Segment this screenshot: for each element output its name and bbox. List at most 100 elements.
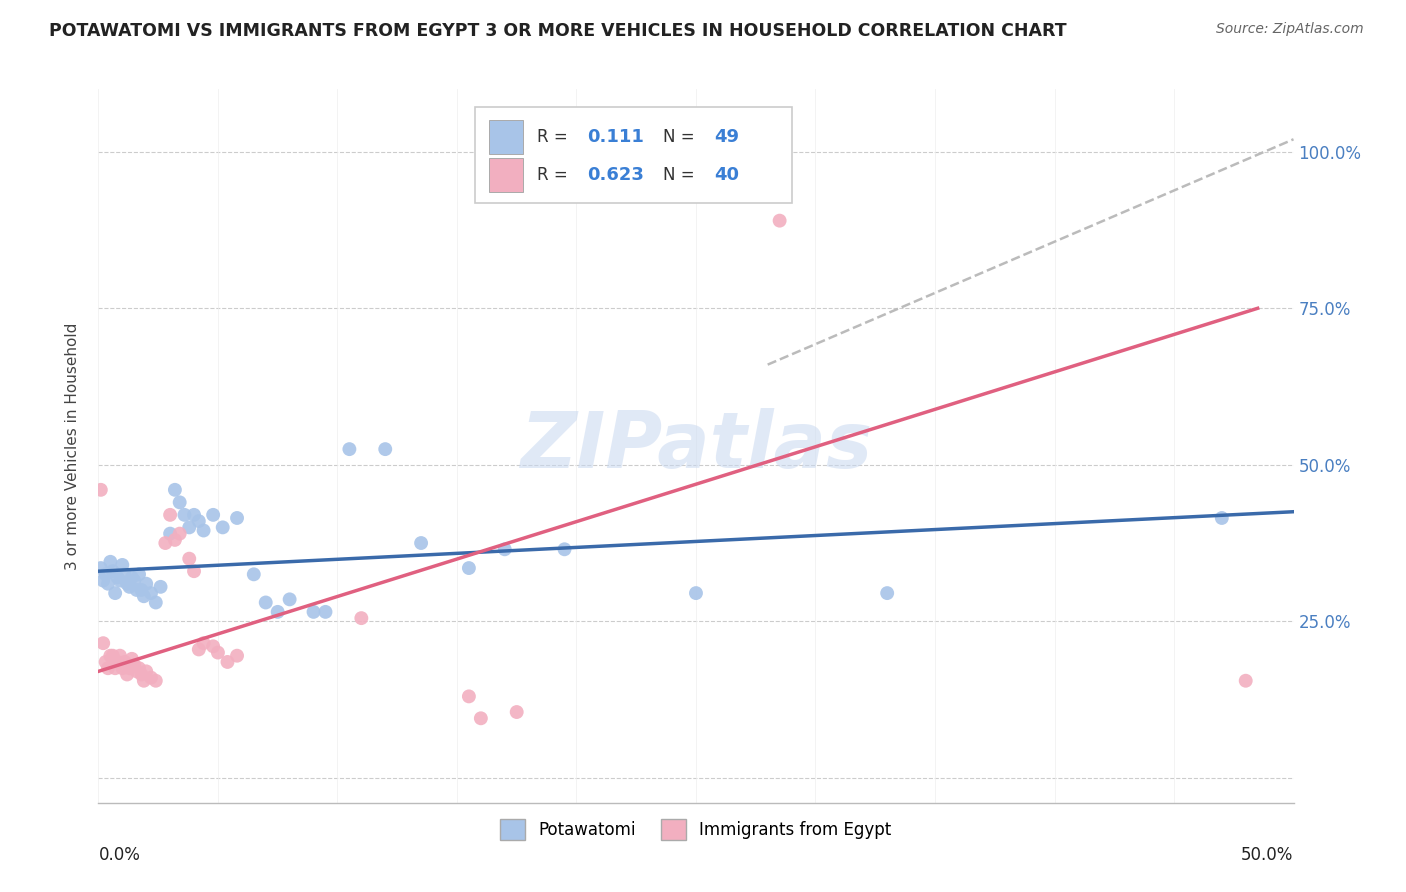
Point — [104, 586, 127, 600]
Point — [159, 526, 181, 541]
Point — [374, 442, 396, 457]
Y-axis label: 3 or more Vehicles in Household: 3 or more Vehicles in Household — [65, 322, 80, 570]
Point — [458, 561, 481, 575]
Point — [173, 508, 195, 522]
Point — [118, 580, 141, 594]
Point — [132, 589, 155, 603]
Point — [193, 636, 215, 650]
Point — [179, 551, 201, 566]
Text: POTAWATOMI VS IMMIGRANTS FROM EGYPT 3 OR MORE VEHICLES IN HOUSEHOLD CORRELATION : POTAWATOMI VS IMMIGRANTS FROM EGYPT 3 OR… — [49, 22, 1067, 40]
Point — [226, 511, 249, 525]
Text: ZIPatlas: ZIPatlas — [520, 408, 872, 484]
Point — [187, 642, 209, 657]
Point — [101, 648, 124, 663]
Point — [163, 483, 186, 497]
Point — [149, 580, 172, 594]
Point — [202, 508, 225, 522]
Point — [107, 570, 129, 584]
Point — [202, 640, 225, 654]
Point — [183, 564, 205, 578]
Point — [155, 536, 177, 550]
Point — [350, 611, 373, 625]
Text: Source: ZipAtlas.com: Source: ZipAtlas.com — [1216, 22, 1364, 37]
Point — [267, 605, 290, 619]
Point — [876, 586, 898, 600]
Point — [125, 582, 148, 597]
Point — [114, 567, 136, 582]
Text: 50.0%: 50.0% — [1241, 846, 1294, 863]
Point — [121, 570, 143, 584]
Point — [128, 567, 150, 582]
Point — [217, 655, 239, 669]
Point — [159, 508, 181, 522]
Point — [108, 648, 131, 663]
Point — [124, 574, 146, 588]
Legend: Potawatomi, Immigrants from Egypt: Potawatomi, Immigrants from Egypt — [492, 811, 900, 848]
Point — [226, 648, 249, 663]
Point — [187, 514, 209, 528]
Point — [139, 671, 162, 685]
Point — [139, 586, 162, 600]
Point — [169, 495, 191, 509]
Text: N =: N = — [662, 128, 699, 146]
Point — [91, 574, 114, 588]
Point — [91, 636, 114, 650]
Point — [183, 508, 205, 522]
Point — [98, 648, 122, 663]
Point — [494, 542, 516, 557]
Text: 0.623: 0.623 — [588, 166, 644, 184]
Point — [470, 711, 492, 725]
Point — [145, 595, 167, 609]
Point — [108, 574, 131, 588]
Point — [131, 582, 153, 597]
FancyBboxPatch shape — [475, 107, 792, 203]
Point — [254, 595, 277, 609]
Point — [1211, 511, 1233, 525]
Point — [94, 567, 117, 582]
Point — [768, 213, 790, 227]
Text: N =: N = — [662, 166, 699, 184]
Point — [458, 690, 481, 704]
Point — [145, 673, 167, 688]
Point — [125, 665, 148, 679]
Point — [111, 661, 134, 675]
Point — [132, 673, 155, 688]
Point — [506, 705, 529, 719]
Point — [111, 558, 134, 572]
Point — [131, 667, 153, 681]
Point — [128, 661, 150, 675]
Point — [118, 661, 141, 675]
Point — [207, 646, 229, 660]
Point — [107, 655, 129, 669]
Point — [1234, 673, 1257, 688]
Text: 0.0%: 0.0% — [98, 846, 141, 863]
Point — [302, 605, 325, 619]
Point — [114, 655, 136, 669]
Point — [115, 667, 138, 681]
Point — [685, 586, 707, 600]
Point — [278, 592, 301, 607]
Point — [243, 567, 266, 582]
Point — [163, 533, 186, 547]
Point — [115, 576, 138, 591]
Point — [554, 542, 576, 557]
Point — [411, 536, 433, 550]
Text: 49: 49 — [714, 128, 740, 146]
FancyBboxPatch shape — [489, 158, 523, 192]
Point — [169, 526, 191, 541]
Point — [135, 576, 157, 591]
Point — [315, 605, 337, 619]
Text: R =: R = — [537, 128, 574, 146]
Point — [98, 555, 122, 569]
Point — [104, 661, 127, 675]
Point — [101, 564, 124, 578]
Point — [97, 576, 120, 591]
Point — [97, 661, 120, 675]
Point — [211, 520, 233, 534]
Text: 0.111: 0.111 — [588, 128, 644, 146]
Point — [90, 483, 112, 497]
Text: 40: 40 — [714, 166, 740, 184]
Point — [135, 665, 157, 679]
Point — [179, 520, 201, 534]
FancyBboxPatch shape — [489, 120, 523, 154]
